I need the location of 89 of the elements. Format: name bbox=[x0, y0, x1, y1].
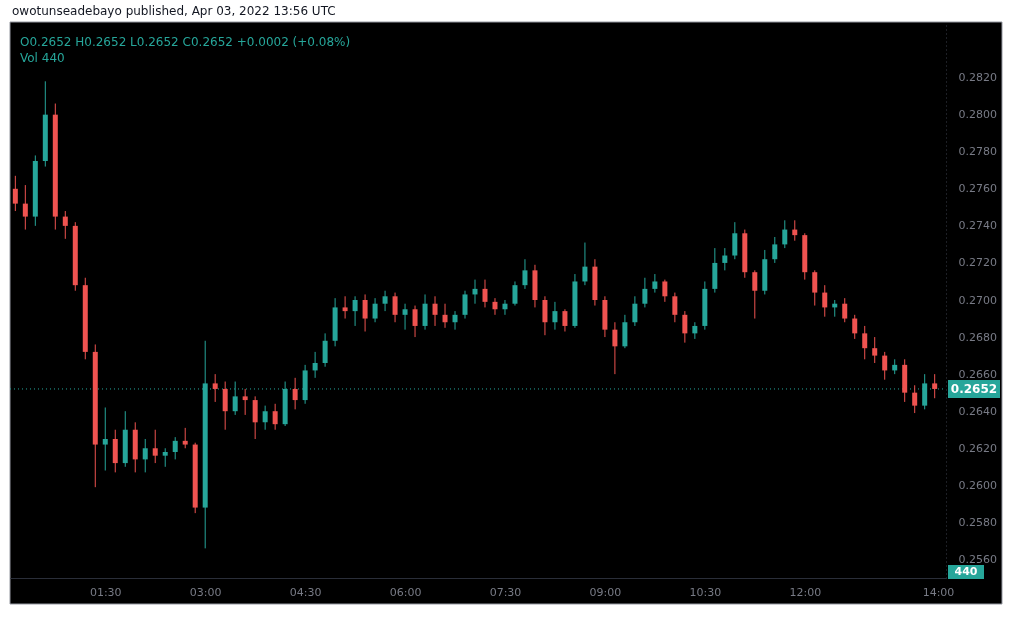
candlestick bbox=[22, 184, 28, 231]
y-tick-label: 0.2600 bbox=[958, 478, 997, 492]
candlestick bbox=[612, 321, 618, 375]
candlestick bbox=[512, 280, 518, 307]
text: O0.2652 H0.2652 L0.2652 C0.2652 +0.0002 (+0.08%) bbox=[20, 35, 351, 49]
candlestick bbox=[312, 351, 318, 379]
x-tick-label: 01:30 bbox=[89, 585, 122, 599]
candlestick bbox=[362, 293, 368, 333]
candlestick bbox=[682, 310, 688, 344]
candlestick bbox=[492, 297, 498, 316]
candlestick bbox=[392, 292, 398, 323]
x-tick-label: 04:30 bbox=[289, 585, 322, 599]
candlestick bbox=[322, 332, 328, 368]
y-tick-label: 0.2620 bbox=[958, 441, 997, 455]
candlestick bbox=[822, 284, 828, 318]
candlestick bbox=[452, 310, 458, 331]
candlestick bbox=[172, 436, 178, 460]
x-tick-label: 09:00 bbox=[589, 585, 622, 599]
candlestick bbox=[12, 175, 18, 212]
candlestick bbox=[402, 303, 408, 331]
candlestick bbox=[432, 295, 438, 327]
candlestick bbox=[912, 384, 918, 414]
candlestick bbox=[182, 427, 188, 449]
candlestick bbox=[652, 273, 658, 294]
candlestick bbox=[422, 293, 428, 331]
candlestick bbox=[442, 303, 448, 329]
candlestick bbox=[642, 277, 648, 308]
candlestick bbox=[732, 221, 738, 260]
candlestick bbox=[782, 219, 788, 249]
candlestick bbox=[482, 279, 488, 308]
x-tick-label: 06:00 bbox=[389, 585, 422, 599]
candlestick bbox=[872, 336, 878, 364]
candlestick bbox=[662, 279, 668, 303]
y-tick-label: 0.2580 bbox=[958, 515, 997, 529]
candlestick bbox=[372, 297, 378, 323]
candlestick bbox=[382, 290, 388, 312]
candlestick bbox=[272, 403, 278, 431]
candlestick bbox=[292, 377, 298, 410]
candlestick bbox=[632, 295, 638, 327]
candlestick bbox=[262, 405, 268, 431]
y-tick-label: 0.2700 bbox=[958, 293, 997, 307]
candlestick bbox=[542, 295, 548, 336]
y-tick-label: 0.2680 bbox=[958, 330, 997, 344]
candlestick bbox=[242, 388, 248, 416]
text: 440 bbox=[954, 565, 978, 578]
y-tick-label: 0.2800 bbox=[958, 108, 997, 122]
candlestick bbox=[772, 236, 778, 264]
candlestick bbox=[412, 305, 418, 338]
candlestick bbox=[62, 210, 68, 240]
candlestick bbox=[462, 290, 468, 320]
candlestick bbox=[522, 258, 528, 290]
x-tick-label: 14:00 bbox=[922, 585, 955, 599]
candlestick bbox=[582, 242, 588, 286]
candlestick bbox=[672, 292, 678, 323]
y-tick-label: 0.2720 bbox=[958, 256, 997, 270]
candlestick bbox=[222, 381, 228, 431]
candlestick bbox=[102, 406, 108, 472]
annotation: Vol 440 bbox=[20, 51, 65, 65]
candlestick bbox=[722, 247, 728, 271]
ref-line-label: 0.2652 bbox=[950, 381, 998, 396]
candlestick bbox=[812, 269, 818, 307]
candlestick bbox=[842, 297, 848, 323]
candlestick bbox=[562, 308, 568, 333]
candlestick bbox=[352, 295, 358, 327]
candlestick bbox=[552, 301, 558, 331]
x-tick-label: 12:00 bbox=[789, 585, 822, 599]
y-tick-label: 0.2740 bbox=[958, 219, 997, 233]
y-tick-label: 0.2640 bbox=[958, 404, 997, 418]
chart-title: owotunseadebayo published, Apr 03, 2022 13:56 UTC bbox=[12, 4, 336, 18]
candlestick bbox=[342, 295, 348, 320]
y-tick-label: 0.2560 bbox=[958, 552, 997, 566]
candlestick bbox=[162, 447, 168, 468]
candlestick bbox=[932, 373, 938, 399]
y-tick-label: 0.2780 bbox=[958, 145, 997, 159]
candlestick bbox=[752, 269, 758, 320]
candlestick bbox=[882, 351, 888, 381]
y-tick-label: 0.2820 bbox=[958, 71, 997, 85]
y-tick-label: 0.2760 bbox=[958, 182, 997, 196]
candlestick bbox=[152, 429, 158, 464]
y-tick-label: 0.2660 bbox=[958, 367, 997, 381]
candlestick bbox=[212, 373, 218, 403]
candlestick bbox=[852, 314, 858, 340]
candlestick bbox=[862, 325, 868, 360]
candlestick bbox=[922, 373, 928, 410]
candlestick bbox=[252, 395, 258, 440]
candlestick bbox=[142, 438, 148, 473]
x-tick-label: 03:00 bbox=[189, 585, 222, 599]
x-tick-label: 10:30 bbox=[689, 585, 722, 599]
x-tick-label: 07:30 bbox=[489, 585, 522, 599]
